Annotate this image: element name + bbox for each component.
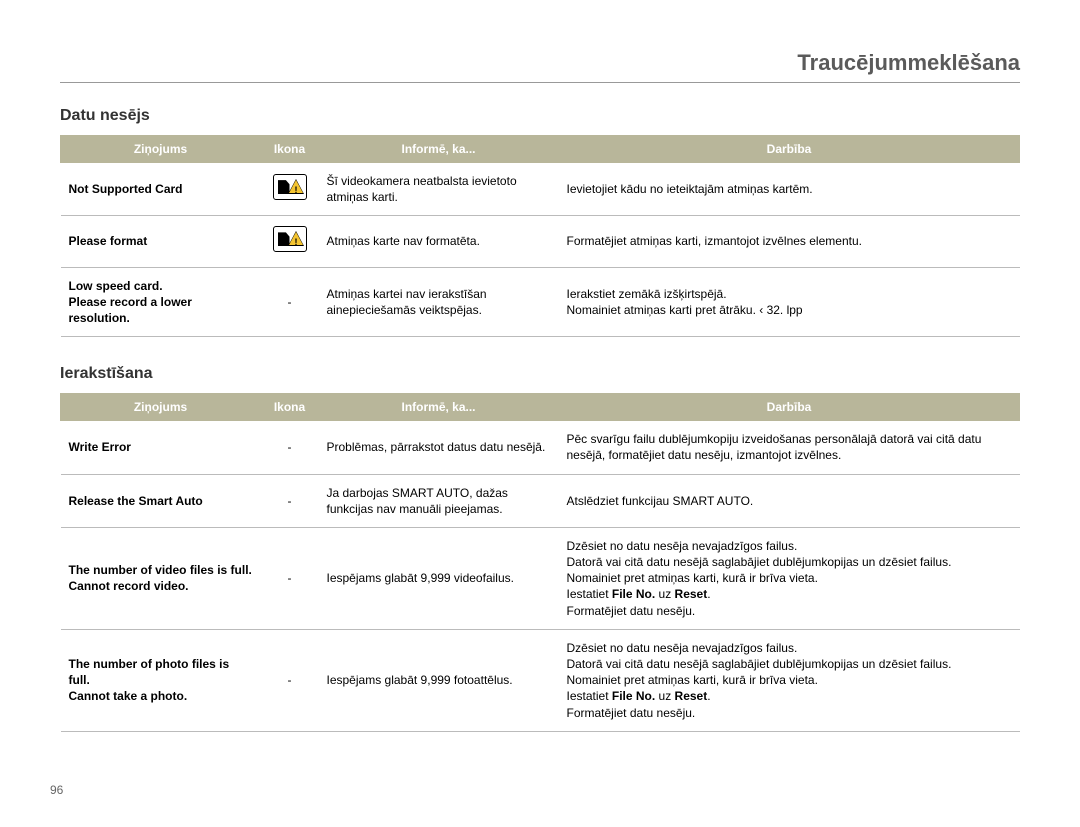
section-heading: Datu nesējs [60, 107, 1020, 125]
action-cell: Ievietojiet kādu no ieteiktajām atmiņas … [559, 163, 1020, 216]
card-warning-icon: ! [273, 226, 307, 252]
message-cell: The number of video files is full.Cannot… [61, 527, 261, 629]
message-cell: The number of photo files is full.Cannot… [61, 629, 261, 731]
message-cell: Low speed card.Please record a lower res… [61, 267, 261, 337]
inform-cell: Problēmas, pārrakstot datus datu nesējā. [319, 421, 559, 474]
no-icon-dash: - [288, 673, 292, 687]
inform-cell: Šī videokamera neatbalsta ievietoto atmi… [319, 163, 559, 216]
column-header: Informē, ka... [319, 136, 559, 163]
no-icon-dash: - [288, 440, 292, 454]
action-cell: Atslēdziet funkcijau SMART AUTO. [559, 474, 1020, 527]
column-header: Informē, ka... [319, 394, 559, 421]
message-cell: Write Error [61, 421, 261, 474]
icon-cell: ! [261, 216, 319, 267]
column-header: Ikona [261, 394, 319, 421]
column-header: Darbība [559, 394, 1020, 421]
section-heading: Ierakstīšana [60, 365, 1020, 383]
inform-cell: Atmiņas karte nav formatēta. [319, 216, 559, 267]
icon-cell: - [261, 527, 319, 629]
action-cell: Dzēsiet no datu nesēja nevajadzīgos fail… [559, 527, 1020, 629]
inform-cell: Iespējams glabāt 9,999 fotoattēlus. [319, 629, 559, 731]
icon-cell: - [261, 421, 319, 474]
column-header: Ziņojums [61, 136, 261, 163]
page-number: 96 [50, 783, 63, 797]
action-cell: Formatējiet atmiņas karti, izmantojot iz… [559, 216, 1020, 267]
message-cell: Release the Smart Auto [61, 474, 261, 527]
column-header: Ikona [261, 136, 319, 163]
column-header: Darbība [559, 136, 1020, 163]
card-warning-icon: ! [273, 174, 307, 200]
table-row: Release the Smart Auto - Ja darbojas SMART… [61, 474, 1020, 527]
no-icon-dash: - [288, 571, 292, 585]
troubleshooting-table: ZiņojumsIkonaInformē, ka...DarbībaWrite … [60, 393, 1020, 732]
table-row: The number of photo files is full.Cannot… [61, 629, 1020, 731]
sections: Datu nesējsZiņojumsIkonaInformē, ka...Da… [60, 107, 1020, 732]
table-row: The number of video files is full.Cannot… [61, 527, 1020, 629]
table-row: Please format! Atmiņas karte nav formatēt… [61, 216, 1020, 267]
action-cell: Pēc svarīgu failu dublējumkopiju izveido… [559, 421, 1020, 474]
icon-cell: - [261, 267, 319, 337]
page-title: Traucējummeklēšana [60, 50, 1020, 83]
no-icon-dash: - [288, 295, 292, 309]
no-icon-dash: - [288, 494, 292, 508]
inform-cell: Ja darbojas SMART AUTO, dažas funkcijas … [319, 474, 559, 527]
page-container: Traucējummeklēšana Datu nesējsZiņojumsIk… [0, 0, 1080, 800]
inform-cell: Iespējams glabāt 9,999 videofailus. [319, 527, 559, 629]
icon-cell: ! [261, 163, 319, 216]
table-row: Write Error - Problēmas, pārrakstot datus … [61, 421, 1020, 474]
icon-cell: - [261, 629, 319, 731]
message-cell: Please format [61, 216, 261, 267]
table-row: Not Supported Card! Šī videokamera neatba… [61, 163, 1020, 216]
inform-cell: Atmiņas kartei nav ierakstīšan ainepieci… [319, 267, 559, 337]
troubleshooting-table: ZiņojumsIkonaInformē, ka...DarbībaNot Su… [60, 135, 1020, 337]
message-cell: Not Supported Card [61, 163, 261, 216]
icon-cell: - [261, 474, 319, 527]
action-cell: Ierakstiet zemākā izšķirtspējā.Nomainiet… [559, 267, 1020, 337]
column-header: Ziņojums [61, 394, 261, 421]
action-cell: Dzēsiet no datu nesēja nevajadzīgos fail… [559, 629, 1020, 731]
table-row: Low speed card.Please record a lower res… [61, 267, 1020, 337]
